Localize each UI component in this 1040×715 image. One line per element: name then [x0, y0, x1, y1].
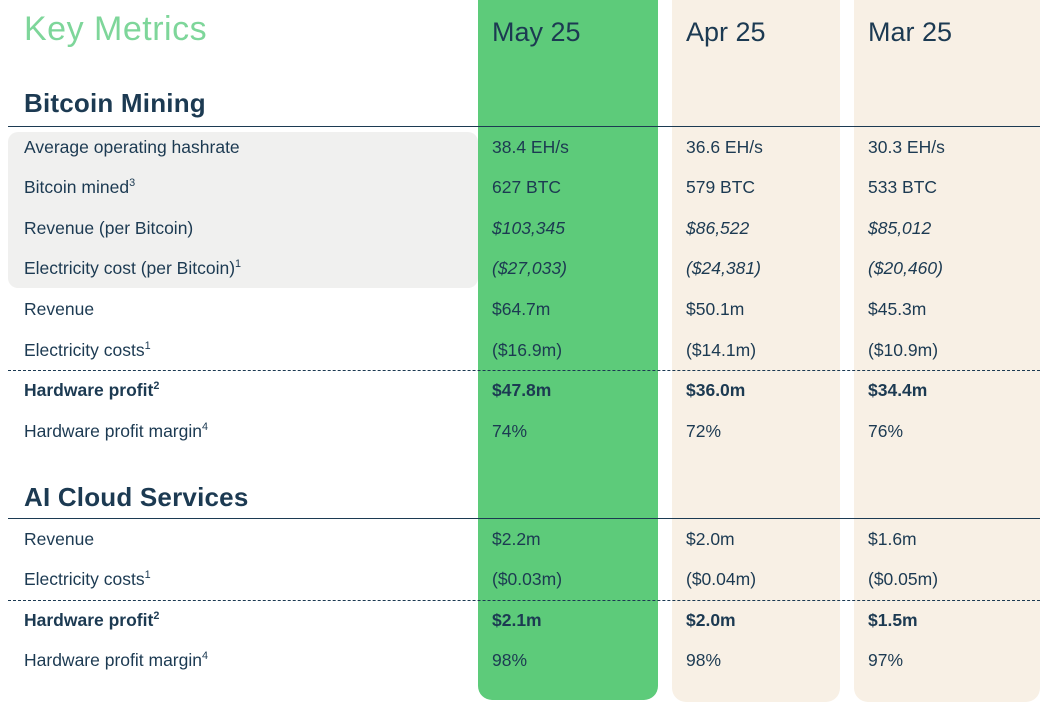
value-may: $47.8m — [492, 380, 552, 401]
value-apr: 579 BTC — [686, 177, 756, 198]
section-title-bitcoin-mining: Bitcoin Mining — [24, 88, 206, 118]
section-title-ai-cloud-services: AI Cloud Services — [24, 482, 249, 512]
row-label: Revenue — [24, 299, 95, 320]
value-mar: ($10.9m) — [868, 339, 939, 360]
value-may: $103,345 — [492, 217, 565, 238]
row-label: Revenue — [24, 528, 95, 549]
page-title: Key Metrics — [24, 10, 208, 48]
value-may: ($0.03m) — [492, 569, 563, 590]
column-band-apr — [672, 0, 840, 702]
value-mar: 76% — [868, 420, 904, 441]
table-row: Revenue $2.2m $2.0m $1.6m — [8, 519, 1040, 560]
value-mar: 30.3 EH/s — [868, 136, 945, 157]
table-row: Electricity cost (per Bitcoin)1 ($27,033… — [8, 249, 1040, 290]
dashed-divider-line — [8, 600, 1040, 601]
value-may: 98% — [492, 650, 528, 671]
table-row: Revenue (per Bitcoin) $103,345 $86,522 $… — [8, 208, 1040, 249]
value-apr: 98% — [686, 650, 722, 671]
value-mar: $34.4m — [868, 380, 928, 401]
value-apr: $86,522 — [686, 217, 750, 238]
row-label: Electricity costs1 — [24, 339, 151, 360]
value-apr: ($14.1m) — [686, 339, 757, 360]
table-row: Electricity costs1 ($16.9m) ($14.1m) ($1… — [8, 330, 1040, 371]
row-label: Hardware profit margin4 — [24, 420, 209, 441]
column-band-mar — [854, 0, 1040, 702]
row-label: Electricity costs1 — [24, 569, 151, 590]
value-may: $64.7m — [492, 299, 551, 320]
row-label: Electricity cost (per Bitcoin)1 — [24, 258, 242, 279]
row-label: Revenue (per Bitcoin) — [24, 217, 194, 238]
value-apr: $2.0m — [686, 609, 736, 630]
value-mar: ($20,460) — [868, 258, 943, 279]
value-may: ($16.9m) — [492, 339, 563, 360]
value-mar: 97% — [868, 650, 904, 671]
ai-cloud-rows: Revenue $2.2m $2.0m $1.6m Electricity co… — [8, 519, 1040, 681]
value-apr: 72% — [686, 420, 722, 441]
table-row: Hardware profit margin4 74% 72% 76% — [8, 411, 1040, 452]
column-header-mar: Mar 25 — [868, 17, 953, 47]
value-mar: $85,012 — [868, 217, 932, 238]
table-row: Revenue $64.7m $50.1m $45.3m — [8, 289, 1040, 330]
value-apr: $36.0m — [686, 380, 746, 401]
section-divider-line — [8, 126, 1040, 127]
value-may: $2.1m — [492, 609, 542, 630]
value-may: 38.4 EH/s — [492, 136, 569, 157]
value-may: 627 BTC — [492, 177, 562, 198]
table-row: Hardware profit margin4 98% 98% 97% — [8, 641, 1040, 682]
row-label: Bitcoin mined3 — [24, 177, 136, 198]
column-band-may — [478, 0, 658, 700]
value-mar: $1.5m — [868, 609, 918, 630]
value-mar: ($0.05m) — [868, 569, 939, 590]
table-row: Electricity costs1 ($0.03m) ($0.04m) ($0… — [8, 560, 1040, 601]
value-apr: $2.0m — [686, 528, 735, 549]
column-header-may: May 25 — [492, 17, 581, 47]
row-label: Hardware profit2 — [24, 380, 160, 401]
row-group-shading — [8, 132, 478, 288]
row-label: Hardware profit margin4 — [24, 650, 209, 671]
value-mar: $1.6m — [868, 528, 917, 549]
dashed-divider-line — [8, 370, 1040, 371]
value-may: ($27,033) — [492, 258, 567, 279]
column-header-spacer — [8, 16, 478, 48]
column-header-row: May 25 Apr 25 Mar 25 — [8, 16, 1040, 48]
row-label: Hardware profit2 — [24, 609, 160, 630]
table-row: Average operating hashrate 38.4 EH/s 36.… — [8, 127, 1040, 168]
value-mar: $45.3m — [868, 299, 927, 320]
bitcoin-mining-rows: Average operating hashrate 38.4 EH/s 36.… — [8, 127, 1040, 452]
value-may: $2.2m — [492, 528, 541, 549]
section-divider-line — [8, 518, 1040, 519]
value-apr: ($24,381) — [686, 258, 761, 279]
row-label: Average operating hashrate — [24, 136, 240, 157]
value-mar: 533 BTC — [868, 177, 938, 198]
value-apr: $50.1m — [686, 299, 745, 320]
value-may: 74% — [492, 420, 528, 441]
table-row-total: Hardware profit2 $47.8m $36.0m $34.4m — [8, 371, 1040, 412]
table-row-total: Hardware profit2 $2.1m $2.0m $1.5m — [8, 600, 1040, 641]
value-apr: 36.6 EH/s — [686, 136, 763, 157]
value-apr: ($0.04m) — [686, 569, 757, 590]
table-row: Bitcoin mined3 627 BTC 579 BTC 533 BTC — [8, 168, 1040, 209]
column-header-apr: Apr 25 — [686, 17, 766, 47]
